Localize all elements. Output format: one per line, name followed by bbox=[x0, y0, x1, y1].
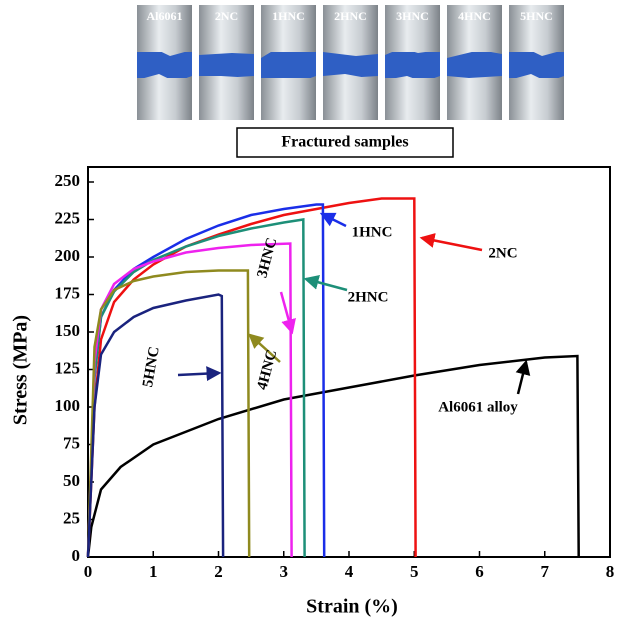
photo-label: 4HNC bbox=[458, 9, 491, 23]
fracture bbox=[137, 74, 192, 120]
fracture bbox=[199, 76, 254, 120]
curve-label: 5HNC bbox=[140, 345, 163, 388]
plot-frame bbox=[88, 167, 610, 557]
photo-strip: Al6061 2NC 1HNC 2HNC 3HNC 4HNC 5HNC bbox=[137, 5, 564, 120]
y-tick-label: 150 bbox=[55, 321, 81, 340]
photo-background bbox=[385, 52, 440, 78]
curve-label: 3HNC bbox=[254, 236, 280, 280]
fracture bbox=[447, 76, 502, 120]
x-tick-label: 7 bbox=[541, 562, 550, 581]
curve-label: 1HNC bbox=[352, 224, 393, 240]
annotation-arrow bbox=[322, 214, 346, 226]
caption: Fractured samples bbox=[281, 134, 408, 151]
stress-strain-curve bbox=[88, 205, 324, 558]
annotation-arrow bbox=[422, 238, 482, 250]
y-axis-label: Stress (MPa) bbox=[10, 315, 32, 425]
photo-label: 2NC bbox=[215, 9, 238, 23]
stress-strain-curve bbox=[88, 271, 249, 558]
y-tick-label: 225 bbox=[55, 208, 81, 227]
y-tick-label: 200 bbox=[55, 246, 81, 265]
y-tick-label: 250 bbox=[55, 171, 81, 190]
curve-label: 2HNC bbox=[348, 289, 389, 305]
y-tick-label: 125 bbox=[55, 358, 81, 377]
photo-label: 1HNC bbox=[272, 9, 305, 23]
photo-background bbox=[137, 52, 192, 78]
photo-background bbox=[199, 52, 254, 78]
photo-background bbox=[261, 52, 316, 78]
annotation-arrow bbox=[306, 279, 347, 290]
x-tick-label: 5 bbox=[410, 562, 419, 581]
x-tick-label: 4 bbox=[345, 562, 354, 581]
plot: 0 1 2 3 4 5 6 7 8 0 25 50 75 100 125 150 175 200 225 250 Al6… bbox=[55, 167, 615, 581]
annotation-arrow bbox=[518, 362, 526, 394]
x-tick-label: 6 bbox=[475, 562, 484, 581]
y-tick-label: 25 bbox=[63, 508, 80, 527]
photo-label: 5HNC bbox=[520, 9, 553, 23]
x-axis-label: Strain (%) bbox=[306, 596, 398, 618]
y-tick-label: 75 bbox=[63, 433, 80, 452]
x-tick-label: 0 bbox=[84, 562, 93, 581]
x-tick-label: 1 bbox=[149, 562, 158, 581]
stress-strain-curve bbox=[88, 244, 292, 558]
photo-label: 2HNC bbox=[334, 9, 367, 23]
stress-strain-curve bbox=[88, 199, 416, 558]
fracture bbox=[509, 74, 564, 120]
x-tick-label: 8 bbox=[606, 562, 615, 581]
photo-label: 3HNC bbox=[396, 9, 429, 23]
x-tick-label: 3 bbox=[280, 562, 289, 581]
annotation-arrow bbox=[178, 373, 219, 375]
curve-label: 4HNC bbox=[254, 348, 280, 392]
curve-label: Al6061 alloy bbox=[438, 399, 518, 415]
photo-label: Al6061 bbox=[147, 9, 183, 23]
y-tick-label: 100 bbox=[55, 396, 81, 415]
fracture bbox=[261, 76, 316, 120]
curve-label: 2NC bbox=[488, 245, 517, 261]
y-tick-label: 0 bbox=[72, 546, 81, 565]
figure: Al6061 2NC 1HNC 2HNC 3HNC 4HNC 5HNC Fractured … bbox=[0, 0, 619, 625]
x-tick-label: 2 bbox=[214, 562, 223, 581]
stress-strain-curve bbox=[88, 356, 579, 557]
y-tick-label: 50 bbox=[63, 471, 80, 490]
photo-background bbox=[509, 52, 564, 78]
fracture bbox=[323, 74, 378, 120]
fracture bbox=[385, 76, 440, 120]
y-tick-label: 175 bbox=[55, 283, 81, 302]
photo-background bbox=[323, 52, 378, 78]
